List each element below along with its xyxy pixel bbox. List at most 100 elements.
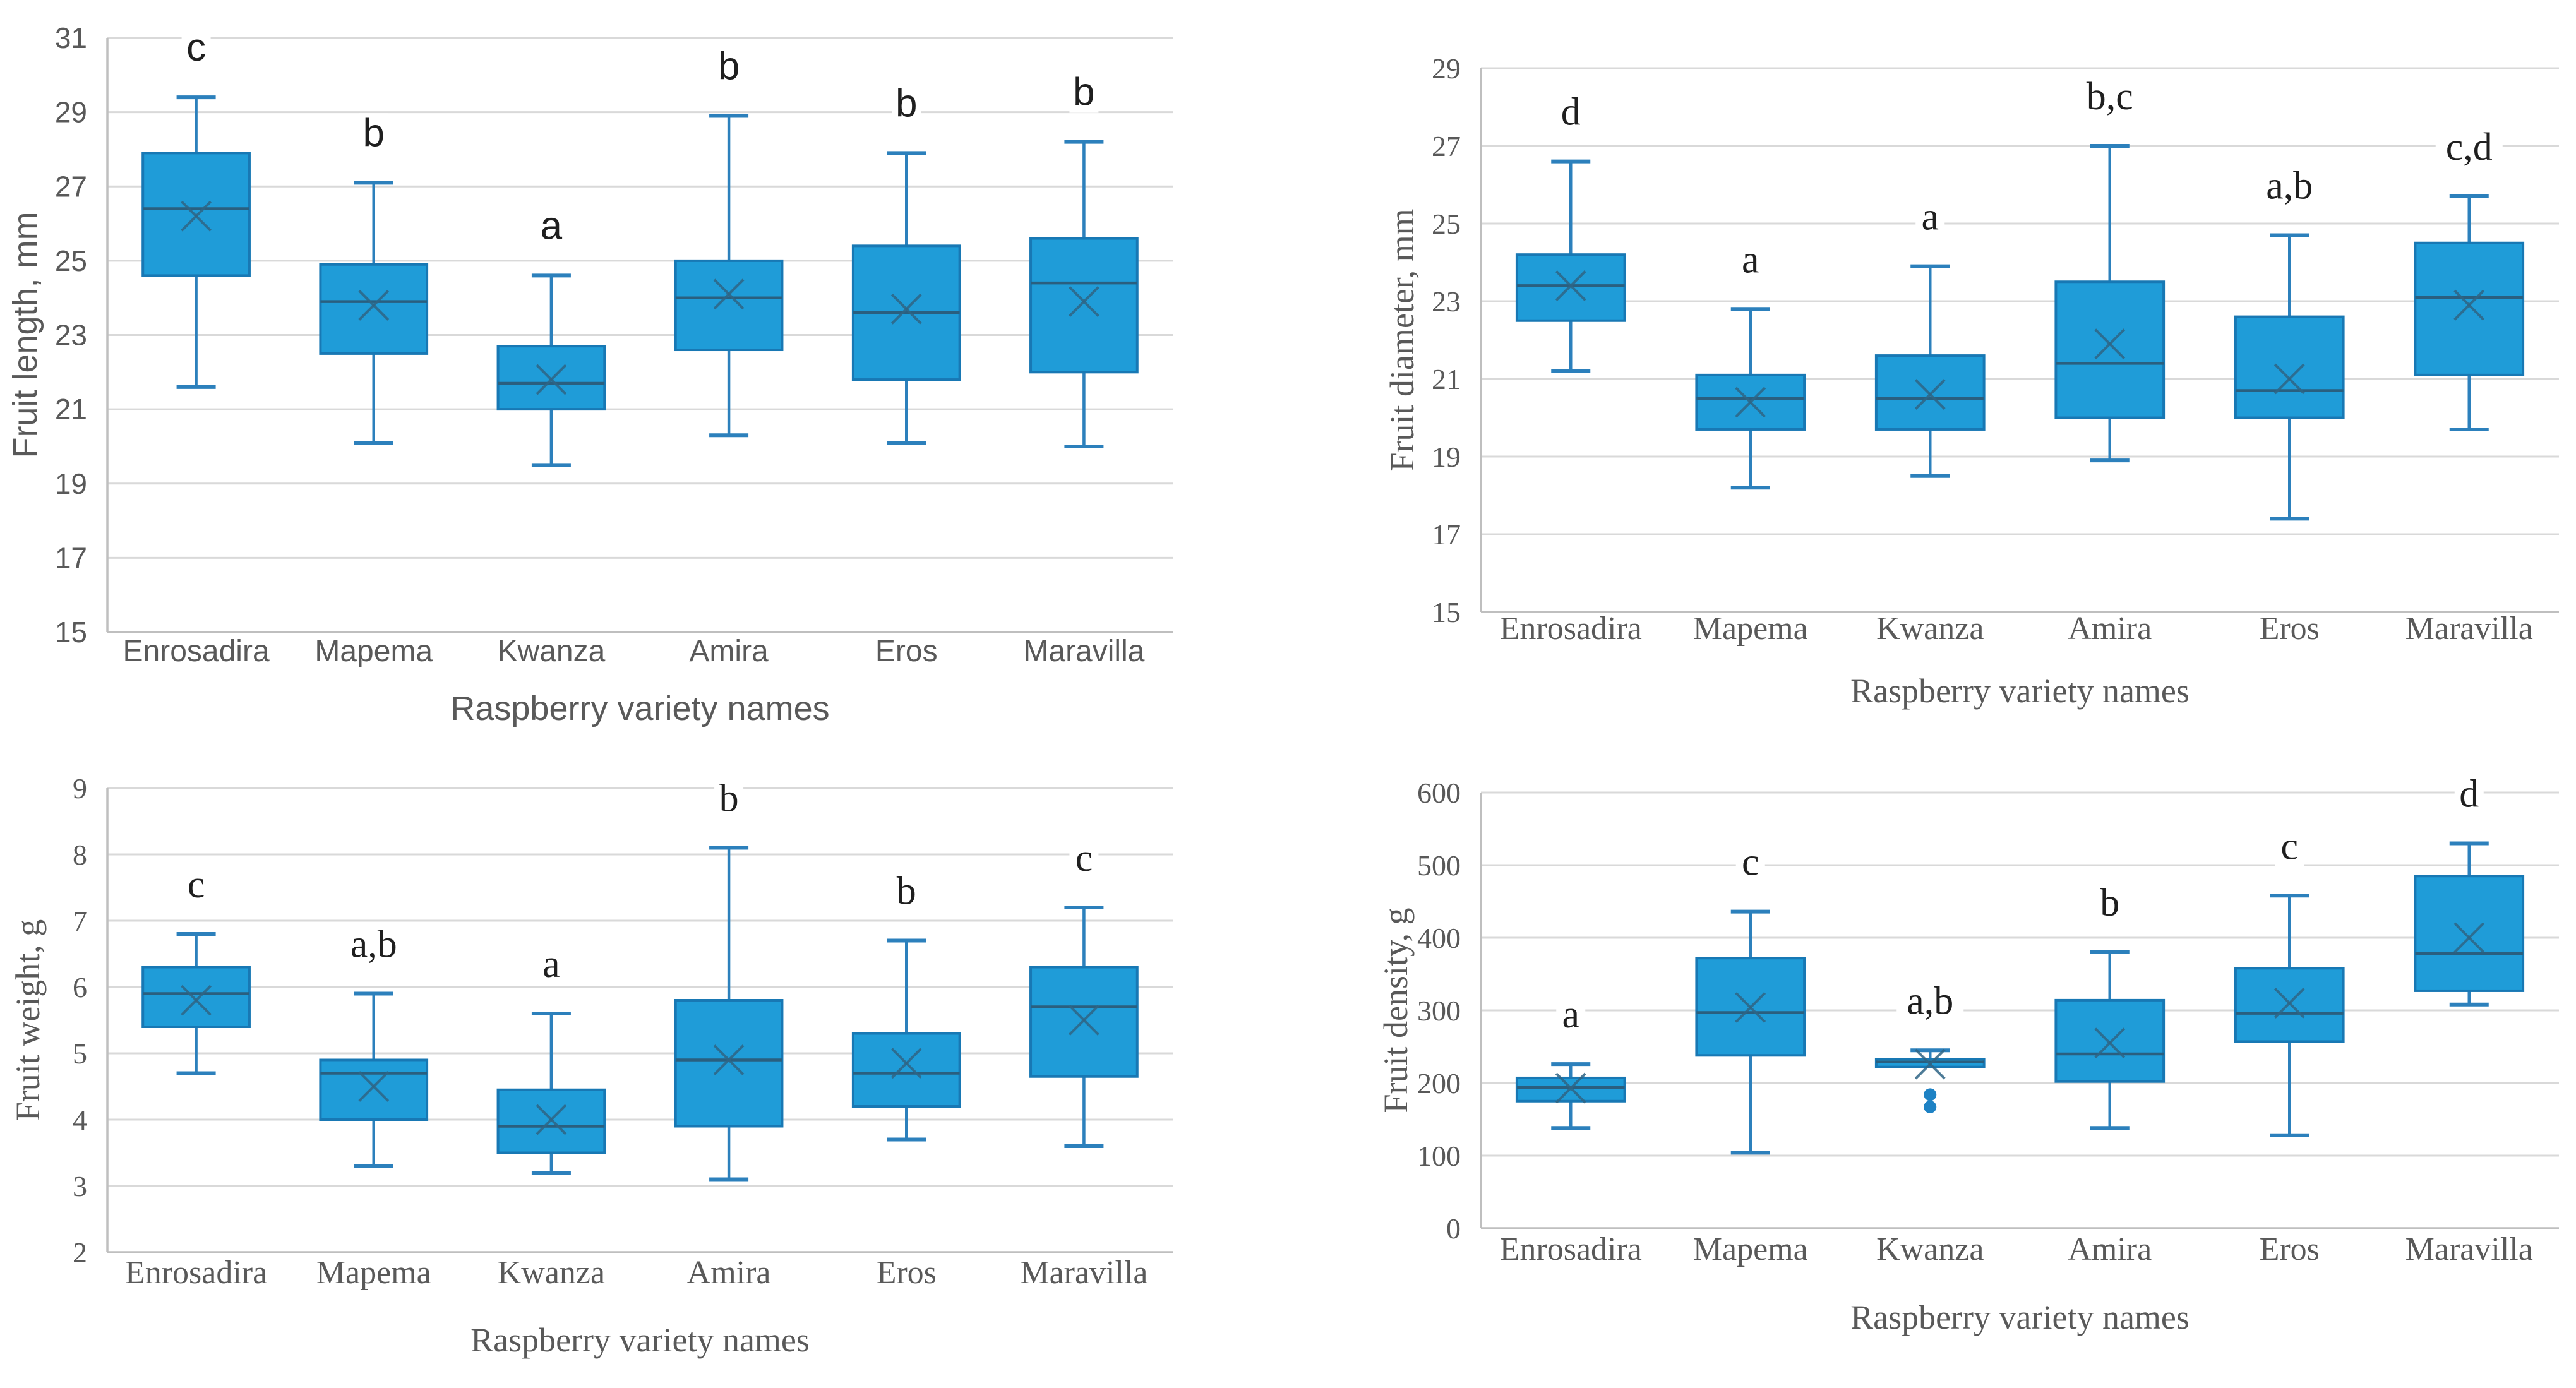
letter-background	[1915, 196, 1945, 237]
letter-background	[714, 46, 744, 87]
box	[674, 999, 784, 1128]
mean-marker	[181, 200, 212, 232]
category-label: Eros	[2260, 1231, 2320, 1267]
letter-background	[536, 944, 566, 984]
outlier-point	[1924, 1088, 1937, 1101]
category-label: Mapema	[316, 1255, 431, 1291]
y-axis-title: Fruit density, g	[1377, 907, 1415, 1113]
category-label: Enrosadira	[125, 1255, 267, 1291]
significance-letter: c	[1075, 837, 1093, 880]
category-label: Kwanza	[1876, 1231, 1984, 1267]
mean-marker	[890, 293, 922, 325]
category-label: Mapema	[1693, 1231, 1808, 1267]
y-tick-label: 9	[73, 772, 87, 805]
mean-marker	[536, 364, 567, 395]
significance-letter: c	[2280, 825, 2298, 868]
box	[319, 263, 429, 355]
mean-marker	[1555, 1072, 1586, 1104]
letter-background	[2454, 774, 2484, 815]
mean-marker	[1069, 286, 1099, 317]
significance-letter: b	[1073, 71, 1094, 114]
category-label: Amira	[2068, 1231, 2152, 1267]
y-tick-label: 17	[1432, 518, 1461, 551]
x-axis-title: Raspberry variety names	[1850, 1298, 2190, 1336]
mean-marker	[1914, 379, 1946, 410]
significance-letter: b	[718, 45, 740, 88]
y-tick-label: 15	[55, 616, 87, 649]
mean-marker	[2453, 289, 2485, 321]
box	[319, 1058, 429, 1121]
y-tick-label: 31	[55, 21, 87, 54]
y-tick-label: 7	[73, 905, 87, 937]
letter-background	[1735, 842, 1765, 883]
letter-background	[2076, 76, 2143, 117]
significance-letter: b	[897, 870, 916, 913]
y-tick-label: 23	[55, 319, 87, 352]
significance-letter: a	[1742, 238, 1759, 281]
significance-letter: c	[188, 863, 205, 906]
box	[851, 1032, 961, 1108]
category-label: Eros	[877, 1255, 937, 1291]
significance-letter: a	[1921, 196, 1939, 239]
mean-marker	[2273, 988, 2305, 1019]
mean-marker	[1069, 1005, 1099, 1036]
y-tick-label: 100	[1417, 1140, 1461, 1172]
letter-background	[1896, 981, 1964, 1022]
mean-marker	[1735, 991, 1766, 1023]
mean-marker	[536, 1104, 567, 1135]
y-tick-label: 0	[1446, 1212, 1461, 1245]
y-tick-label: 21	[1432, 363, 1461, 395]
y-tick-label: 300	[1417, 995, 1461, 1027]
box	[2054, 280, 2166, 419]
category-label: Amira	[2068, 611, 2152, 647]
chart-panel-fruit-length: 15 17 19 21 23 25 27 29 31 c Enrosadira b Mapema a Kwa…	[6, 21, 1173, 727]
x-axis-title: Raspberry variety names	[470, 1321, 810, 1359]
significance-letter: d	[2459, 773, 2479, 816]
category-label: Enrosadira	[123, 635, 270, 668]
significance-letter: c	[1742, 841, 1759, 884]
significance-letter: a,b	[350, 923, 397, 966]
outlier-point	[1924, 1100, 1937, 1113]
mean-marker	[181, 984, 212, 1016]
mean-marker	[2094, 1027, 2126, 1059]
letter-background	[2095, 883, 2124, 923]
category-label: Enrosadira	[1500, 611, 1642, 647]
significance-letter: b	[896, 81, 917, 125]
category-label: Kwanza	[498, 1255, 605, 1291]
letter-background	[1556, 995, 1586, 1036]
box	[1874, 354, 1986, 431]
y-tick-label: 200	[1417, 1067, 1461, 1099]
x-axis-title: Raspberry variety names	[1850, 672, 2190, 710]
letter-background	[1069, 838, 1099, 878]
category-label: Kwanza	[1876, 611, 1984, 647]
mean-marker	[358, 290, 390, 321]
box	[674, 259, 784, 352]
category-label: Amira	[689, 635, 769, 668]
box	[1515, 253, 1626, 322]
mean-marker	[2273, 363, 2305, 395]
letter-background	[2275, 826, 2304, 867]
significance-letter: c	[186, 26, 206, 69]
letter-background	[892, 83, 921, 124]
y-tick-label: 8	[73, 839, 87, 871]
letter-background	[340, 924, 407, 965]
significance-letter: b,c	[2087, 75, 2133, 118]
category-label: Amira	[687, 1255, 771, 1291]
significance-letter: c,d	[2446, 126, 2493, 169]
chart-panel-fruit-density: 0 100 200 300 400 500 600 a Enrosadira c Mapema a,b…	[1377, 773, 2559, 1336]
mean-marker	[1735, 386, 1766, 418]
letter-background	[359, 113, 388, 154]
y-tick-label: 15	[1432, 596, 1461, 628]
letter-background	[2256, 165, 2323, 206]
mean-marker	[1555, 270, 1586, 301]
y-tick-label: 6	[73, 971, 87, 1003]
y-tick-label: 3	[73, 1170, 87, 1202]
letter-background	[181, 865, 211, 905]
significance-letter: a	[541, 204, 563, 248]
mean-marker	[713, 278, 745, 310]
y-tick-label: 4	[73, 1104, 87, 1136]
category-label: Maravilla	[2405, 611, 2533, 647]
category-label: Eros	[875, 635, 938, 668]
significance-letter: a,b	[2266, 164, 2313, 207]
